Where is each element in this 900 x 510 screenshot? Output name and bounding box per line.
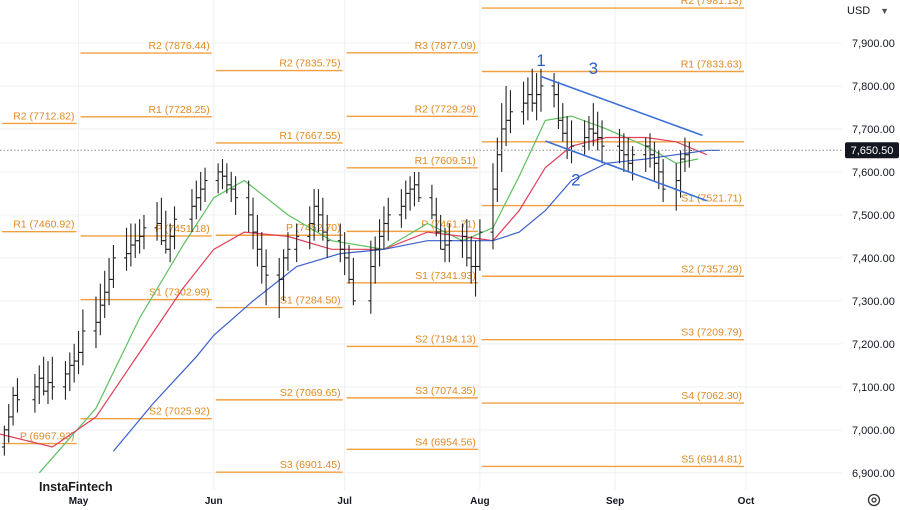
last-price-label: 7,650.50: [851, 145, 894, 157]
y-tick-label: 7,400.00: [852, 253, 895, 265]
pivot-label: R1 (7460.92): [13, 219, 74, 231]
pivot-label: R3 (7877.09): [415, 40, 476, 52]
pivot-label: S5 (6914.81): [681, 453, 742, 465]
y-tick-label: 7,000.00: [852, 425, 895, 437]
x-tick-label: May: [69, 496, 89, 507]
y-tick-label: 7,700.00: [852, 124, 895, 136]
logo: InstaFintech: [39, 480, 113, 494]
pivot-label: P (6967.93): [20, 431, 75, 443]
x-tick-label: Jun: [205, 496, 223, 507]
currency-label: USD: [847, 5, 871, 17]
chevron-down-icon: ▼: [880, 6, 889, 16]
pivot-label: S1 (7341.93): [415, 270, 476, 282]
wave-label: 2: [571, 170, 580, 189]
currency-selector[interactable]: USD ▼: [843, 2, 893, 20]
pivot-label: R2 (7981.13): [681, 0, 742, 7]
pivot-label: R1 (7728.25): [148, 104, 209, 116]
x-tick-label: Jul: [337, 496, 352, 507]
wave-label: 1: [536, 51, 545, 70]
pivot-label: S4 (6954.56): [415, 436, 476, 448]
pivot-label: S1 (7521.71): [681, 193, 742, 205]
x-tick-label: Aug: [470, 496, 489, 507]
pivot-label: R2 (7729.29): [415, 103, 476, 115]
pivot-label: S1 (7284.50): [280, 295, 341, 307]
ohlc-bars: [1, 68, 692, 456]
x-tick-label: Sep: [606, 496, 624, 507]
settings-gear-icon[interactable]: [866, 492, 882, 508]
channel-line: [545, 140, 708, 202]
pivot-label: S3 (6901.45): [280, 459, 341, 471]
pivot-label: R2 (7876.44): [148, 40, 209, 52]
pivot-label: S2 (7194.13): [415, 333, 476, 345]
last-price-tag: [845, 142, 899, 159]
y-tick-label: 6,900.00: [852, 468, 895, 480]
pivot-label: S2 (7069.65): [280, 387, 341, 399]
y-tick-label: 7,600.00: [852, 167, 895, 179]
x-tick-label: Oct: [738, 496, 755, 507]
pivot-label: P (7451.18): [155, 223, 210, 235]
pivot-label: R1 (7609.51): [415, 155, 476, 167]
channel-line: [540, 75, 703, 137]
y-tick-label: 7,500.00: [852, 210, 895, 222]
ma_fast-line: [38, 115, 699, 474]
pivot-label: R2 (7835.75): [279, 58, 340, 70]
ma_mid-line: [0, 136, 708, 448]
y-tick-label: 7,300.00: [852, 296, 895, 308]
pivot-label: R1 (7833.63): [681, 59, 742, 71]
pivot-label: S3 (7209.79): [681, 327, 742, 339]
y-tick-label: 7,900.00: [852, 38, 895, 50]
pivot-label: S2 (7025.92): [149, 406, 210, 418]
wave-label: 3: [589, 59, 598, 78]
y-tick-label: 7,100.00: [852, 382, 895, 394]
pivot-label: R1 (7667.55): [279, 130, 340, 142]
y-tick-label: 7,200.00: [852, 339, 895, 351]
y-tick-label: 7,800.00: [852, 81, 895, 93]
pivot-label: S3 (7074.35): [415, 385, 476, 397]
pivot-label: S4 (7062.30): [681, 390, 742, 402]
pivot-label: S2 (7357.29): [681, 263, 742, 275]
pivot-label: R2 (7712.82): [13, 110, 74, 122]
